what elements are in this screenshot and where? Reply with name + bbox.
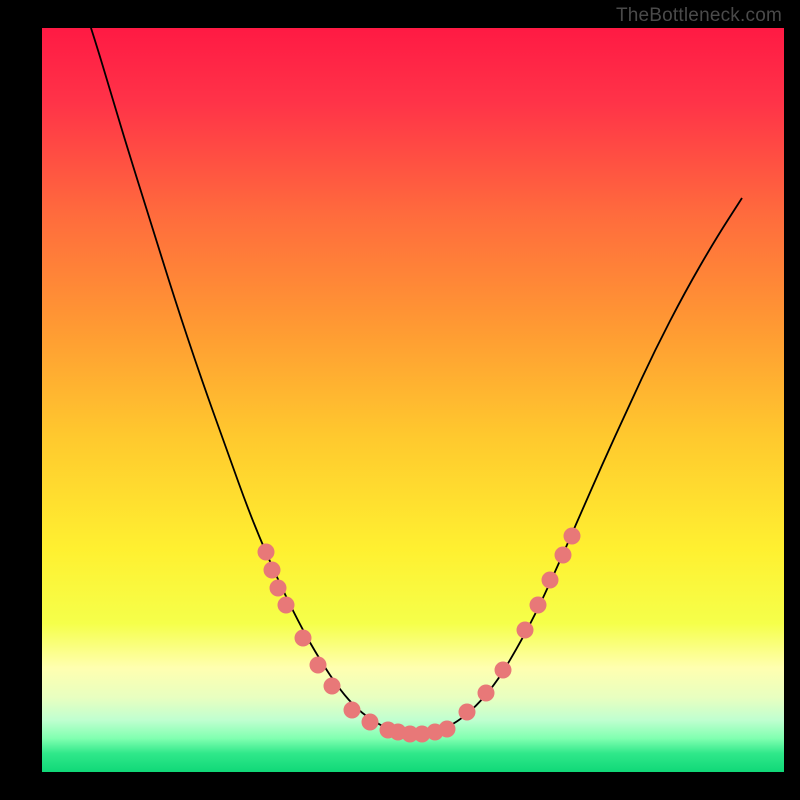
marker-dot xyxy=(310,657,327,674)
marker-dot xyxy=(278,597,295,614)
marker-dot xyxy=(555,547,572,564)
marker-dot xyxy=(270,580,287,597)
marker-dot xyxy=(362,714,379,731)
marker-dot xyxy=(344,702,361,719)
marker-dot xyxy=(495,662,512,679)
marker-dot xyxy=(542,572,559,589)
marker-dot xyxy=(530,597,547,614)
marker-dot xyxy=(478,685,495,702)
marker-dot xyxy=(264,562,281,579)
gradient-background xyxy=(42,28,784,772)
marker-dot xyxy=(564,528,581,545)
marker-dot xyxy=(324,678,341,695)
watermark-text: TheBottleneck.com xyxy=(616,5,782,27)
marker-dot xyxy=(459,704,476,721)
marker-dot xyxy=(517,622,534,639)
marker-dot xyxy=(439,721,456,738)
bottleneck-chart xyxy=(42,28,784,772)
marker-dot xyxy=(295,630,312,647)
marker-dot xyxy=(258,544,275,561)
